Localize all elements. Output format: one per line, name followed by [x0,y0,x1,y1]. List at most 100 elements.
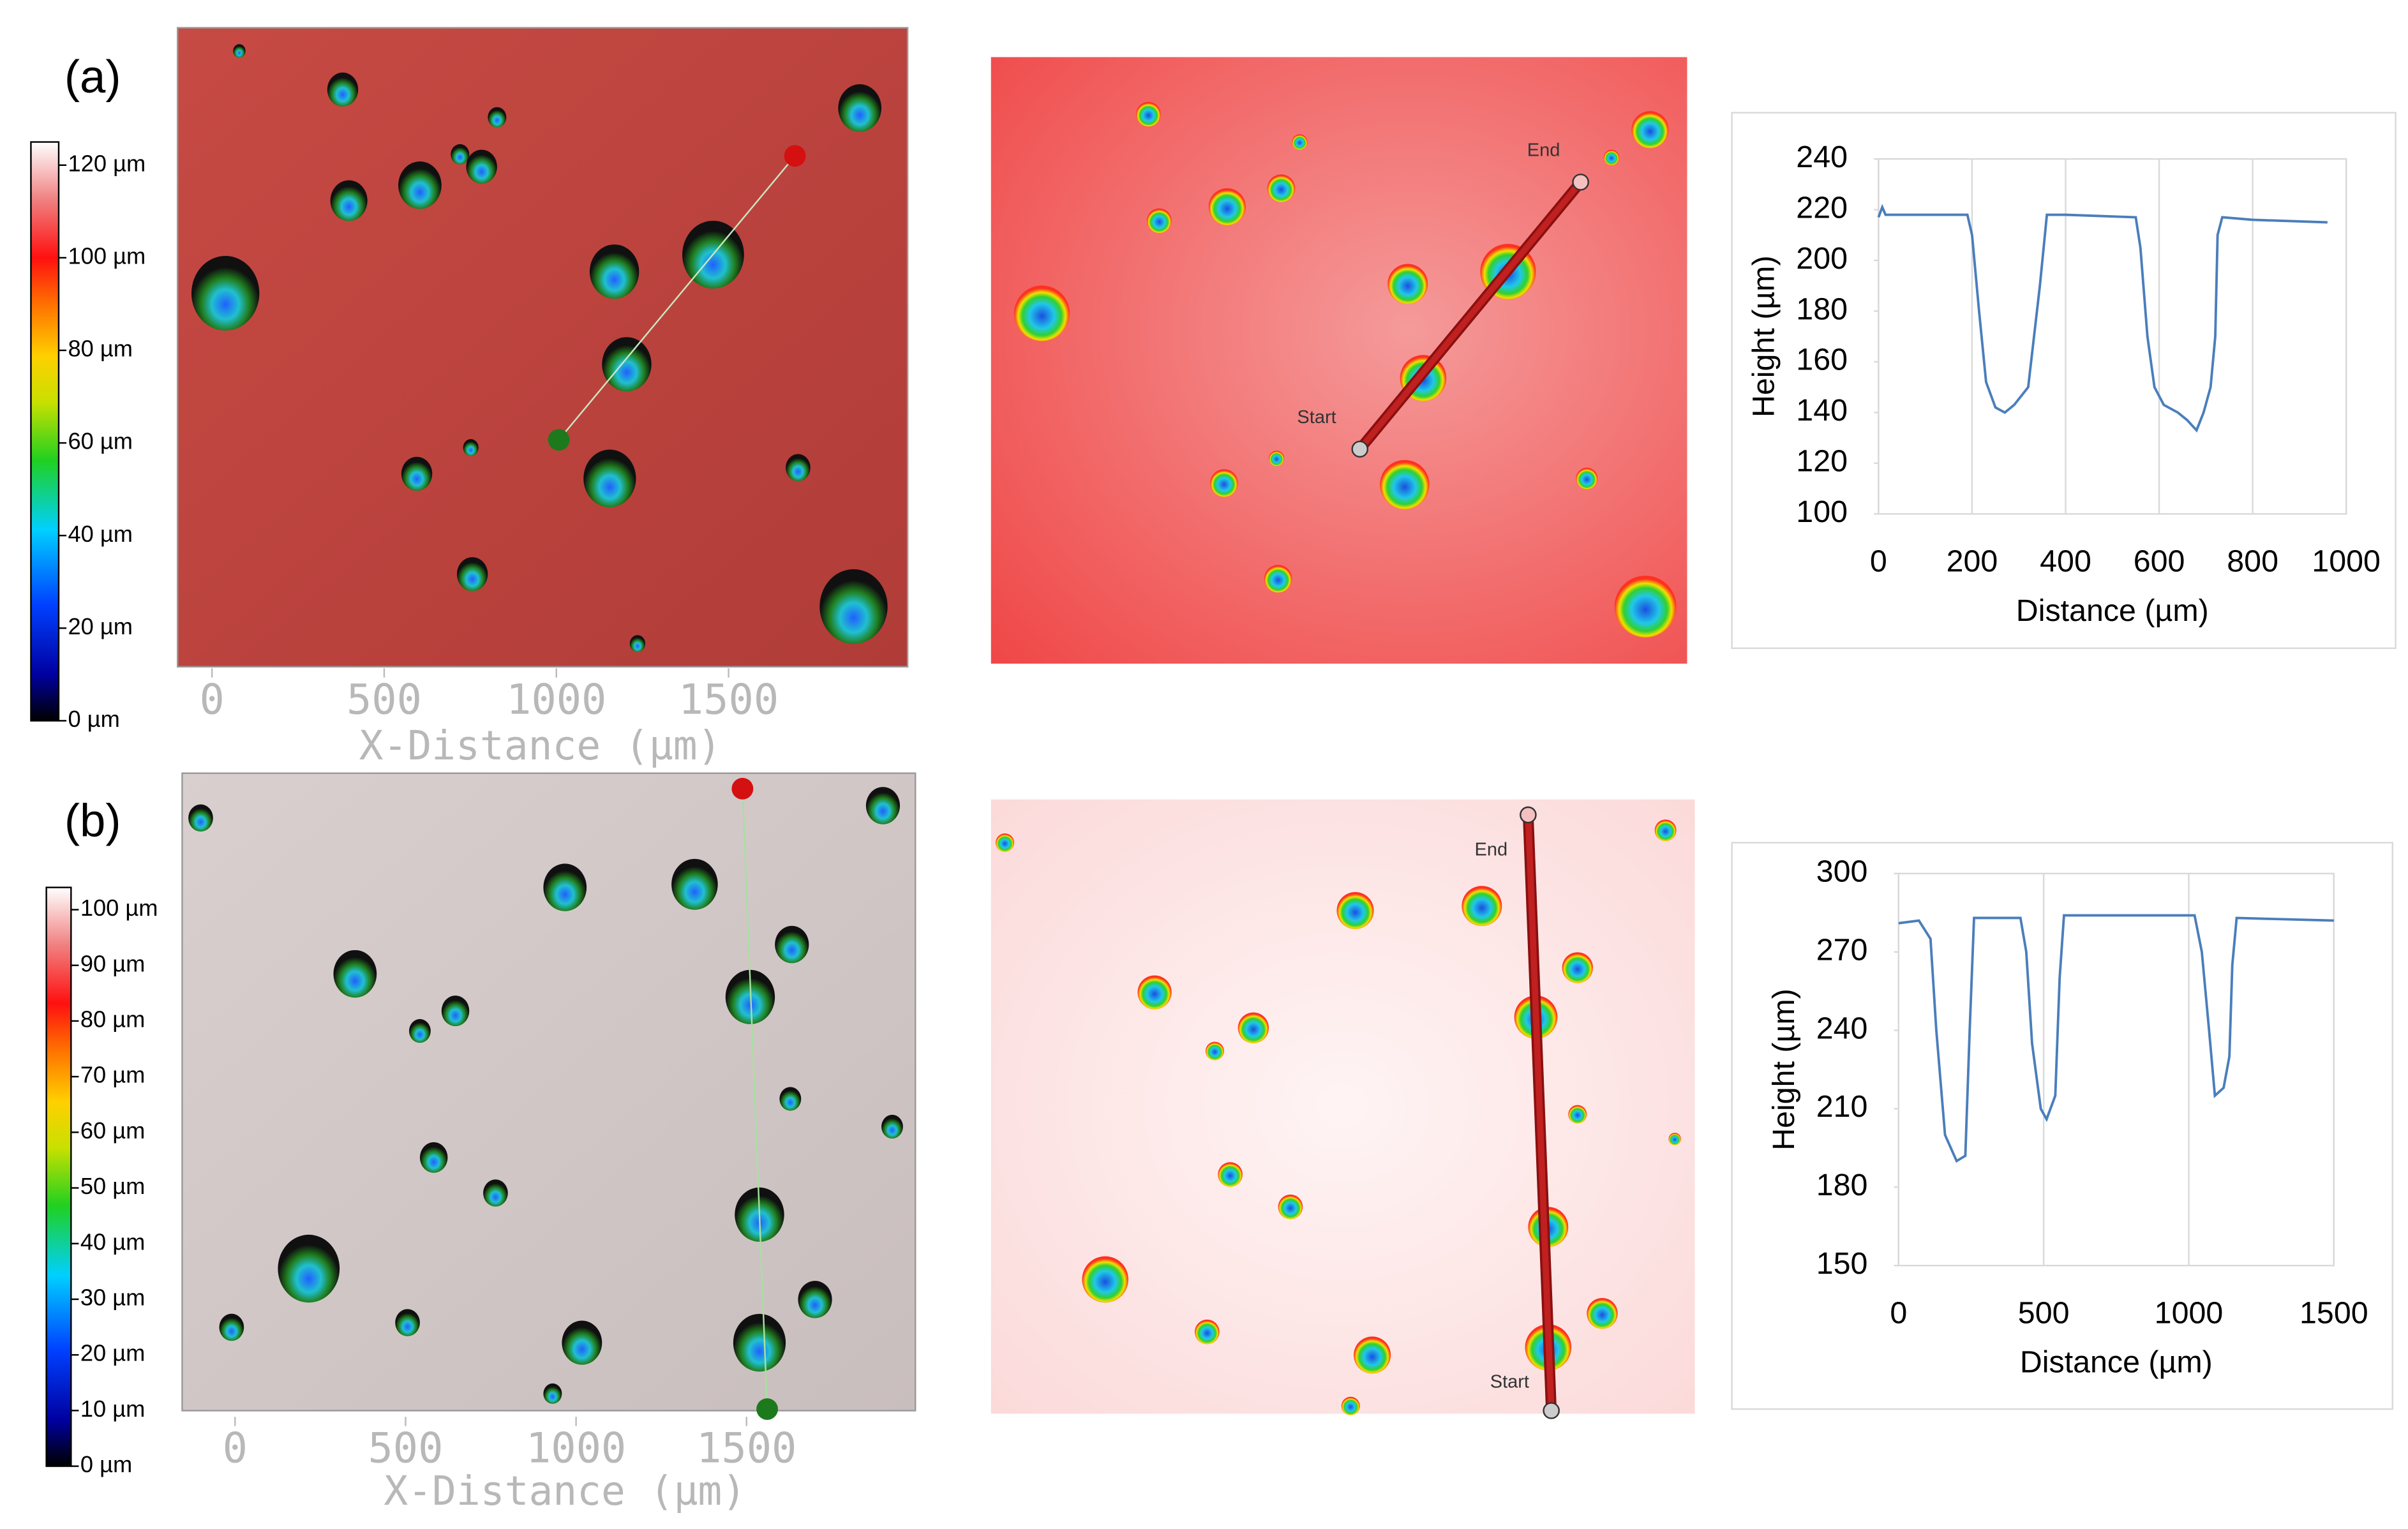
pit [1137,975,1172,1010]
x-tick-label: 400 [2040,544,2091,579]
pit [1603,149,1620,165]
start-label: Start [1297,407,1336,428]
y-tick-label: 160 [1796,343,1848,377]
pit [1562,952,1593,983]
start-marker [548,429,570,451]
colorbar-tick-label: 30 µm [80,1285,146,1311]
pit [733,1313,786,1372]
pit [583,449,636,507]
pit [456,557,488,592]
pit [779,1087,802,1111]
pit [451,144,470,165]
colorbar-tick-label: 80 µm [68,336,133,362]
profile-line [1357,180,1583,451]
colorbar-tick-label: 20 µm [68,613,133,639]
pit [819,569,888,644]
pit [1208,188,1246,226]
pit [488,107,507,128]
profile-line [742,788,768,1410]
height-map-3d [176,27,909,668]
end-marker [784,145,806,167]
pit [441,996,470,1027]
x-tick-label: 0 [200,675,225,724]
pit [1267,174,1296,202]
end-label: End [1527,140,1560,161]
pit [1462,886,1502,927]
y-tick-label: 240 [1796,140,1848,174]
colorbar-tick-label: 70 µm [80,1062,146,1088]
pit [398,161,442,209]
colorbar-tick-label: 60 µm [80,1117,146,1144]
pit [1292,134,1308,150]
pit [1576,467,1598,489]
y-tick-label: 220 [1796,190,1848,225]
x-axis-title: X-Distance (µm) [384,1468,746,1514]
pit [1341,1396,1360,1415]
data-line [1877,204,2328,433]
end-marker [731,777,754,800]
panel-label: (a) [64,51,121,103]
pit [1082,1256,1128,1303]
pit [408,1018,431,1043]
pit [786,454,811,482]
colorbar-tick-label: 90 µm [80,950,146,976]
pit [333,950,377,998]
pit [1387,264,1428,304]
x-tick-label: 500 [368,1424,443,1472]
x-tick-label: 1500 [696,1424,796,1472]
x-tick-label: 1000 [526,1424,626,1472]
pit [881,1114,903,1139]
y-axis-title: Height (µm) [1767,988,1801,1151]
pit [1269,451,1285,466]
pit [798,1281,832,1318]
pit [589,244,639,299]
pit [562,1320,602,1365]
pit [1014,285,1070,341]
pit [188,804,213,832]
x-tick-label: 500 [2018,1295,2070,1330]
y-tick-label: 240 [1816,1011,1868,1045]
colorbar [45,886,72,1467]
colorbar-tick-label: 50 µm [80,1173,146,1199]
pit [865,787,901,824]
x-tick-label: 1500 [2300,1295,2368,1330]
colorbar-tick-label: 60 µm [68,428,133,454]
pit [996,833,1015,853]
x-tick-label: 1500 [678,675,779,724]
pit [1238,1012,1269,1043]
y-axis-title: Height (µm) [1747,255,1781,417]
x-tick-label: 0 [1890,1295,1907,1330]
pit [1278,1194,1303,1219]
pit [629,635,646,652]
pit [395,1309,420,1336]
y-tick-label: 300 [1816,854,1868,889]
colorbar-tick-label: 20 µm [80,1340,146,1366]
x-tick-label: 1000 [2312,544,2381,579]
x-tick-label: 500 [347,675,422,724]
colorbar-tick-label: 100 µm [68,242,146,269]
start-marker [1351,440,1369,458]
pit [1354,1336,1391,1374]
pit [1631,111,1669,149]
x-axis-title: X-Distance (µm) [359,722,722,769]
colorbar-tick-label: 10 µm [80,1396,146,1422]
x-axis-title: Distance (µm) [2020,1345,2213,1380]
y-tick-label: 100 [1796,495,1848,529]
end-label: End [1475,839,1508,860]
pit [1205,1041,1224,1061]
colorbar [30,141,60,722]
chart-frame [1731,112,2397,649]
colorbar-tick-label: 120 µm [68,150,146,176]
x-tick-label: 0 [1870,544,1887,579]
end-marker [1520,806,1537,824]
pit [1264,565,1292,593]
colorbar-tick-label: 80 µm [80,1006,146,1033]
start-marker [756,1398,778,1421]
pit [401,456,433,491]
pit [602,337,652,392]
profile-line [1525,814,1555,1411]
start-marker [1543,1402,1560,1419]
pit [1587,1297,1618,1329]
colorbar-tick-label: 0 µm [80,1451,132,1477]
